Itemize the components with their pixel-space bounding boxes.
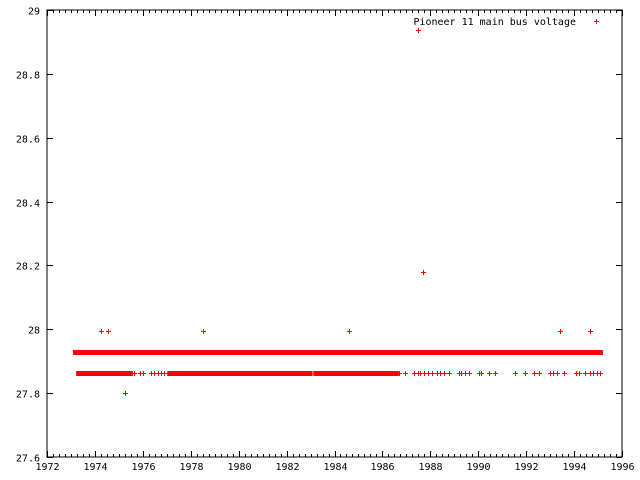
data-point	[430, 371, 435, 376]
data-point	[123, 391, 128, 396]
data-point	[467, 371, 472, 376]
data-point	[201, 329, 206, 334]
y-tick-label: 28.6	[16, 135, 40, 146]
y-tick-label: 28.2	[16, 262, 40, 273]
x-tick-label: 1988	[418, 462, 442, 473]
x-tick-label: 1978	[179, 462, 203, 473]
legend: Pioneer 11 main bus voltage	[413, 17, 576, 28]
x-tick-label: 1976	[131, 462, 155, 473]
data-point	[347, 329, 352, 334]
data-point	[447, 371, 452, 376]
data-point	[598, 371, 603, 376]
data-point	[397, 371, 402, 376]
data-point	[442, 371, 447, 376]
data-point	[106, 329, 111, 334]
data-point	[487, 371, 492, 376]
data-marks	[73, 19, 603, 396]
data-point	[513, 371, 518, 376]
y-tick-label: 29	[28, 7, 40, 18]
x-tick-label: 1974	[83, 462, 107, 473]
y-tick-label: 27.6	[16, 454, 40, 465]
x-tick-label: 1994	[562, 462, 586, 473]
data-point	[99, 329, 104, 334]
data-point	[583, 371, 588, 376]
axes: 27.6 27.8 28 28.2 28.4 28.6 28.8 29 1972 1974 1976…	[16, 7, 635, 474]
data-point	[523, 371, 528, 376]
y-tick-label: 28.4	[16, 199, 40, 210]
data-point	[588, 329, 593, 334]
data-point	[558, 329, 563, 334]
data-point	[421, 270, 426, 275]
data-point	[166, 371, 171, 376]
x-tick-label: 1972	[35, 462, 59, 473]
x-tick-label: 1996	[610, 462, 634, 473]
data-point	[493, 371, 498, 376]
data-point	[416, 28, 421, 33]
x-tick-label: 1992	[514, 462, 538, 473]
x-tick-label: 1990	[466, 462, 490, 473]
y-tick-label: 27.8	[16, 390, 40, 401]
x-tick-label: 1980	[227, 462, 251, 473]
data-point	[532, 371, 537, 376]
data-point	[132, 371, 137, 376]
data-point	[479, 371, 484, 376]
legend-label: Pioneer 11 main bus voltage	[413, 17, 576, 28]
data-point	[537, 371, 542, 376]
data-point	[562, 371, 567, 376]
plot-frame	[46, 9, 623, 458]
legend-marker	[594, 19, 599, 24]
x-tick-label: 1984	[323, 462, 347, 473]
data-point	[403, 371, 408, 376]
data-point	[555, 371, 560, 376]
x-tick-label: 1986	[370, 462, 394, 473]
y-tick-label: 28.8	[16, 71, 40, 82]
data-point	[577, 371, 582, 376]
data-point	[141, 371, 146, 376]
y-tick-label: 28	[28, 326, 40, 337]
x-tick-label: 1982	[275, 462, 299, 473]
